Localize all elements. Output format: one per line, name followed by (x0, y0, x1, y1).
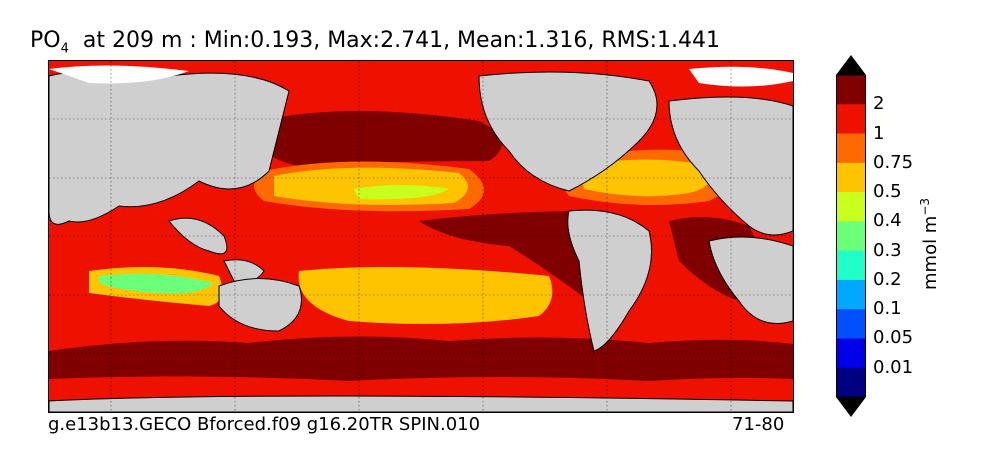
colorbar-segment (836, 338, 866, 369)
colorbar-segment (836, 133, 866, 164)
arctic-ice-east (689, 66, 793, 87)
north-pacific-core (354, 185, 449, 200)
colorbar-tick-label: 0.2 (873, 268, 902, 290)
southern-africa (708, 236, 793, 324)
eastern-pacific-upwelling (419, 211, 599, 301)
colorbar (836, 55, 866, 417)
colorbar-segment (836, 192, 866, 222)
graticule (49, 61, 793, 412)
indian-ocean-core (99, 273, 214, 294)
colorbar-segment (836, 250, 866, 281)
title-stats: at 209 m : Min:0.193, Max:2.741, Mean:1.… (68, 28, 721, 53)
chart-title: PO4 at 209 m : Min:0.193, Max:2.741, Mea… (30, 28, 720, 56)
colorbar-tick-label: 0.5 (873, 181, 902, 203)
unit-exponent: −3 (918, 197, 932, 216)
colorbar-segment (836, 104, 866, 135)
colorbar-tick-label: 0.1 (873, 298, 902, 320)
antarctica (49, 395, 793, 412)
colorbar-segment (836, 309, 866, 339)
south-america (567, 209, 652, 352)
colorbar-tick-label: 0.4 (873, 210, 902, 232)
colorbar-tick-label: 2 (873, 93, 885, 115)
colorbar-tick-label: 0.3 (873, 239, 902, 261)
ocean-phosphate-map (48, 60, 794, 413)
north-pacific-high (257, 111, 502, 166)
experiment-label: g.e13b13.GECO Bforced.f09 g16.20TR SPIN.… (48, 414, 481, 435)
colorbar-segment (836, 279, 866, 310)
colorbar-tick-label: 0.01 (873, 356, 914, 378)
title-variable: PO (30, 28, 61, 53)
australia (218, 278, 302, 332)
colorbar-svg (836, 55, 866, 417)
north-pacific-gyre (274, 167, 468, 205)
map-svg (49, 61, 793, 412)
unit-base: mmol m (920, 215, 941, 290)
title-subscript: 4 (60, 41, 69, 57)
colorbar-bottom-extend (836, 397, 866, 417)
colorbar-top-extend (836, 55, 866, 75)
colorbar-segment (836, 367, 866, 398)
colorbar-segment (836, 162, 866, 193)
south-pacific-gyre (298, 267, 553, 325)
colorbar-unit-label: mmol m−3 (918, 198, 941, 290)
north-america (478, 71, 658, 192)
year-range-label: 71-80 (732, 414, 785, 435)
colorbar-tick-label: 0.05 (873, 327, 914, 349)
colorbar-segment (836, 75, 866, 105)
missing-data (49, 65, 793, 87)
colorbar-tick-label: 1 (873, 122, 885, 144)
colorbar-tick-label: 0.75 (873, 151, 914, 173)
arctic-ice-west (49, 65, 189, 84)
colorbar-segment (836, 221, 866, 252)
